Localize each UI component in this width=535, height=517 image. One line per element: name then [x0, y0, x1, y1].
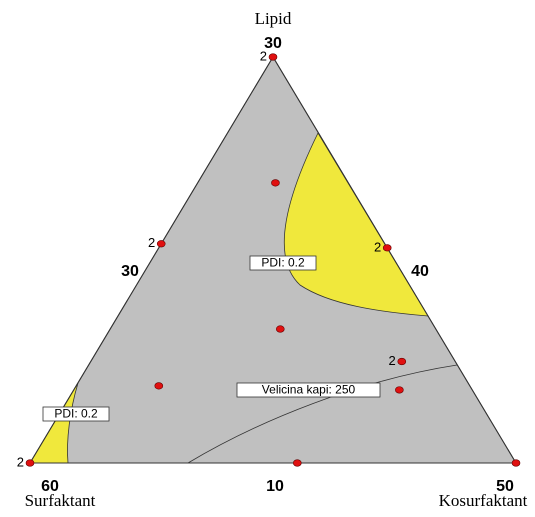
component-name: Kosurfaktant	[439, 491, 528, 510]
vertex-value: 50	[496, 478, 514, 495]
edge-value: 10	[266, 478, 284, 495]
edge-value: 30	[121, 263, 139, 280]
label-box	[249, 255, 317, 271]
component-name: Surfaktant	[25, 491, 96, 510]
replicate-label: 2	[148, 235, 155, 250]
contour-label: PDI: 0.2	[261, 256, 305, 270]
replicate-label: 2	[17, 454, 24, 469]
design-point	[156, 240, 166, 248]
vertex-value: 30	[264, 35, 282, 52]
replicate-label: 2	[260, 48, 267, 63]
edge-value: 40	[411, 263, 429, 280]
label-box	[236, 382, 381, 398]
design-point	[382, 244, 392, 252]
design-point	[511, 459, 521, 467]
design-point	[397, 357, 407, 366]
triangle-outline	[29, 56, 517, 464]
design-point	[268, 53, 278, 61]
contour-label: Velicina kapi: 250	[262, 383, 356, 397]
design-point	[271, 179, 280, 187]
replicate-label: 2	[374, 239, 381, 254]
design-point	[154, 382, 164, 390]
design-point	[395, 386, 404, 394]
vertex-value: 60	[41, 478, 59, 495]
replicate-label: 2	[389, 353, 396, 368]
component-name: Lipid	[255, 9, 292, 28]
design-point	[275, 325, 285, 333]
label-box	[42, 406, 110, 422]
contour-line	[187, 364, 458, 464]
design-point	[292, 459, 302, 467]
design-point	[25, 459, 35, 467]
contour-label: PDI: 0.2	[54, 407, 98, 421]
pdi-region	[283, 132, 429, 317]
